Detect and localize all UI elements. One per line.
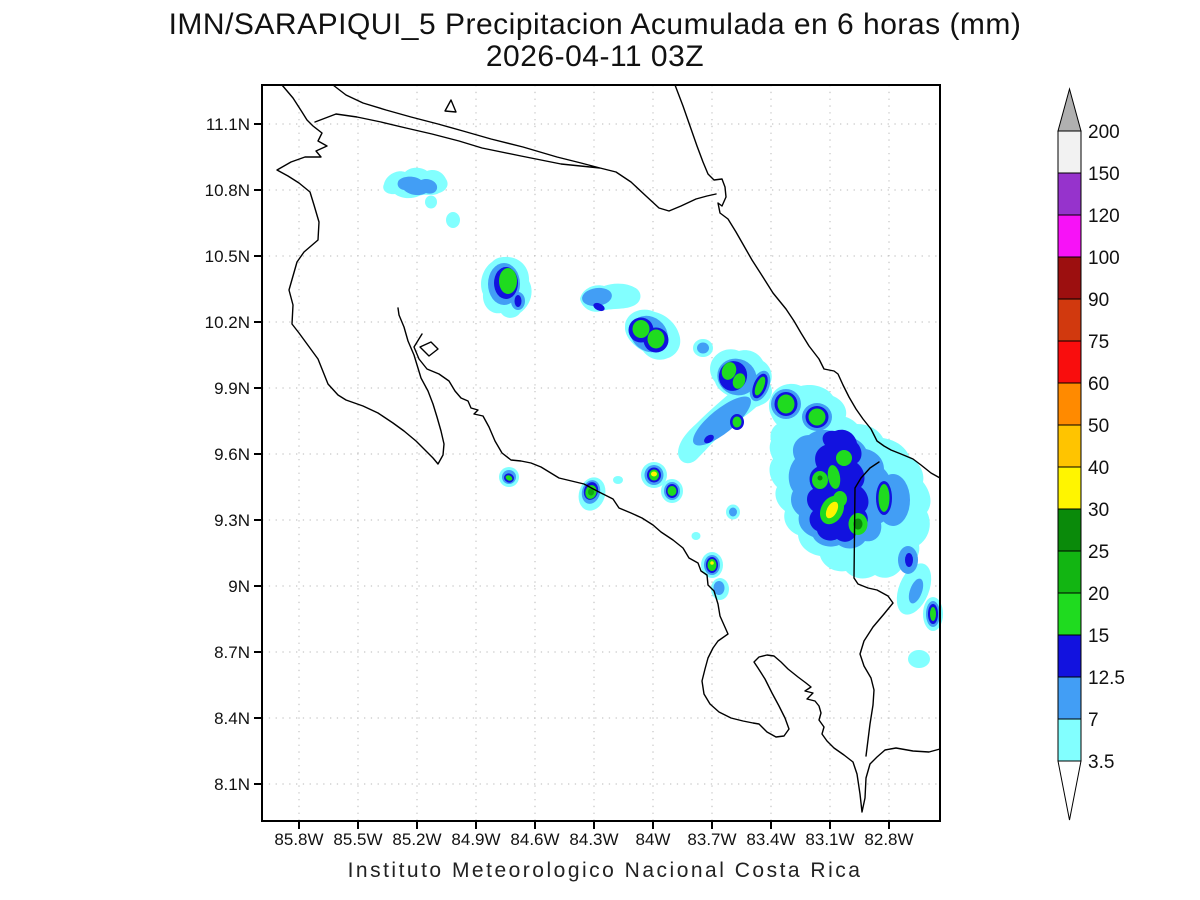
panama-border-path	[853, 461, 894, 757]
colorbar-cell	[1057, 676, 1082, 720]
colorbar-cell	[1057, 382, 1082, 426]
colorbar-tick-label: 12.5	[1088, 668, 1125, 689]
colorbar-tick-label: 20	[1088, 584, 1109, 605]
x-tick-label: 85.2W	[392, 830, 441, 849]
colorbar-tick-label: 7	[1088, 710, 1099, 731]
x-tick-label: 82.8W	[864, 830, 913, 849]
colorbar-cell	[1057, 256, 1082, 300]
precip-level-15mm	[499, 268, 936, 621]
colorbar-tick-label: 75	[1088, 332, 1109, 353]
map-subtitle-datetime: 2026-04-11 03Z	[486, 40, 704, 73]
x-tick-label: 84.6W	[510, 830, 559, 849]
colorbar-tick-label: 15	[1088, 626, 1109, 647]
colorbar-cell	[1057, 550, 1082, 594]
x-tick-label: 85.5W	[333, 830, 382, 849]
y-tick-label: 8.7N	[214, 643, 250, 662]
y-tick-label: 10.8N	[205, 181, 250, 200]
caribbean-coast-path	[674, 84, 941, 479]
y-tick-label: 9.9N	[214, 379, 250, 398]
precip-level-20mm	[588, 475, 863, 530]
x-tick-label: 84.9W	[451, 830, 500, 849]
precip-level-30mm	[651, 471, 839, 565]
colorbar-tick-label: 150	[1088, 164, 1120, 185]
colorbar-cell	[1057, 466, 1082, 510]
colorbar-over-arrow	[1057, 87, 1082, 132]
y-tick-label: 10.2N	[205, 313, 250, 332]
lat-lon-gridlines	[262, 85, 940, 821]
nicaragua-border-path	[314, 84, 717, 212]
x-tick-label: 83.4W	[746, 830, 795, 849]
y-tick-label: 8.1N	[214, 775, 250, 794]
colorbar-cell	[1057, 298, 1082, 342]
colorbar-tick-label: 100	[1088, 248, 1120, 269]
colorbar-tick-label: 25	[1088, 542, 1109, 563]
colorbar-tick-label: 30	[1088, 500, 1109, 521]
colorbar-tick-label: 40	[1088, 458, 1109, 479]
colorbar-tick-label: 200	[1088, 122, 1120, 143]
colorbar-cell	[1057, 718, 1082, 762]
lake-island-outline	[444, 99, 457, 113]
x-tick-label: 83.7W	[687, 830, 736, 849]
x-tick-label: 84W	[636, 830, 671, 849]
y-tick-label: 11.1N	[206, 115, 250, 134]
precip-level-3.5mm	[383, 167, 943, 668]
colorbar-tick-label: 60	[1088, 374, 1109, 395]
institution-caption: Instituto Meteorologico Nacional Costa R…	[348, 859, 863, 882]
colorbar-tick-label: 120	[1088, 206, 1120, 227]
latitude-axis: 11.1N 10.8N 10.5N 10.2N 9.9N 9.6N 9.3N 9N 8.7N 8.…	[205, 115, 262, 794]
chira-island-outline	[419, 341, 439, 357]
colorbar-cell	[1057, 592, 1082, 636]
colorbar-cell	[1057, 172, 1082, 216]
y-tick-label: 9.3N	[214, 511, 250, 530]
colorbar-cell	[1057, 214, 1082, 258]
x-tick-label: 84.3W	[569, 830, 618, 849]
map-title: IMN/SARAPIQUI_5 Precipitacion Acumulada …	[169, 8, 1022, 41]
colorbar-cell	[1057, 508, 1082, 552]
x-tick-label: 85.8W	[274, 830, 323, 849]
colorbar-tick-label: 3.5	[1088, 752, 1114, 773]
y-tick-label: 9N	[228, 577, 250, 596]
x-tick-label: 83.1W	[805, 830, 854, 849]
colorbar-tick-label: 50	[1088, 416, 1109, 437]
y-tick-label: 10.5N	[205, 247, 250, 266]
pacific-coast-path	[276, 84, 941, 813]
precipitation-shaded-field	[383, 167, 943, 668]
longitude-axis: 85.8W 85.5W 85.2W 84.9W 84.6W 84.3W 84W 83.7W 83…	[274, 821, 914, 849]
colorbar-cell	[1057, 424, 1082, 468]
costa-rica-coastline	[276, 84, 941, 813]
colorbar-tick-label: 90	[1088, 290, 1109, 311]
y-tick-label: 9.6N	[214, 445, 250, 464]
colorbar-cell	[1057, 340, 1082, 384]
colorbar-cell	[1057, 130, 1082, 174]
y-tick-label: 8.4N	[214, 709, 250, 728]
precip-colorbar-scale: 3.5 7 12.5 15 20 25 30 40 50 60 75 90 100 120 150 200	[1057, 87, 1125, 821]
colorbar-cell	[1057, 634, 1082, 678]
colorbar-under-arrow	[1057, 760, 1082, 821]
